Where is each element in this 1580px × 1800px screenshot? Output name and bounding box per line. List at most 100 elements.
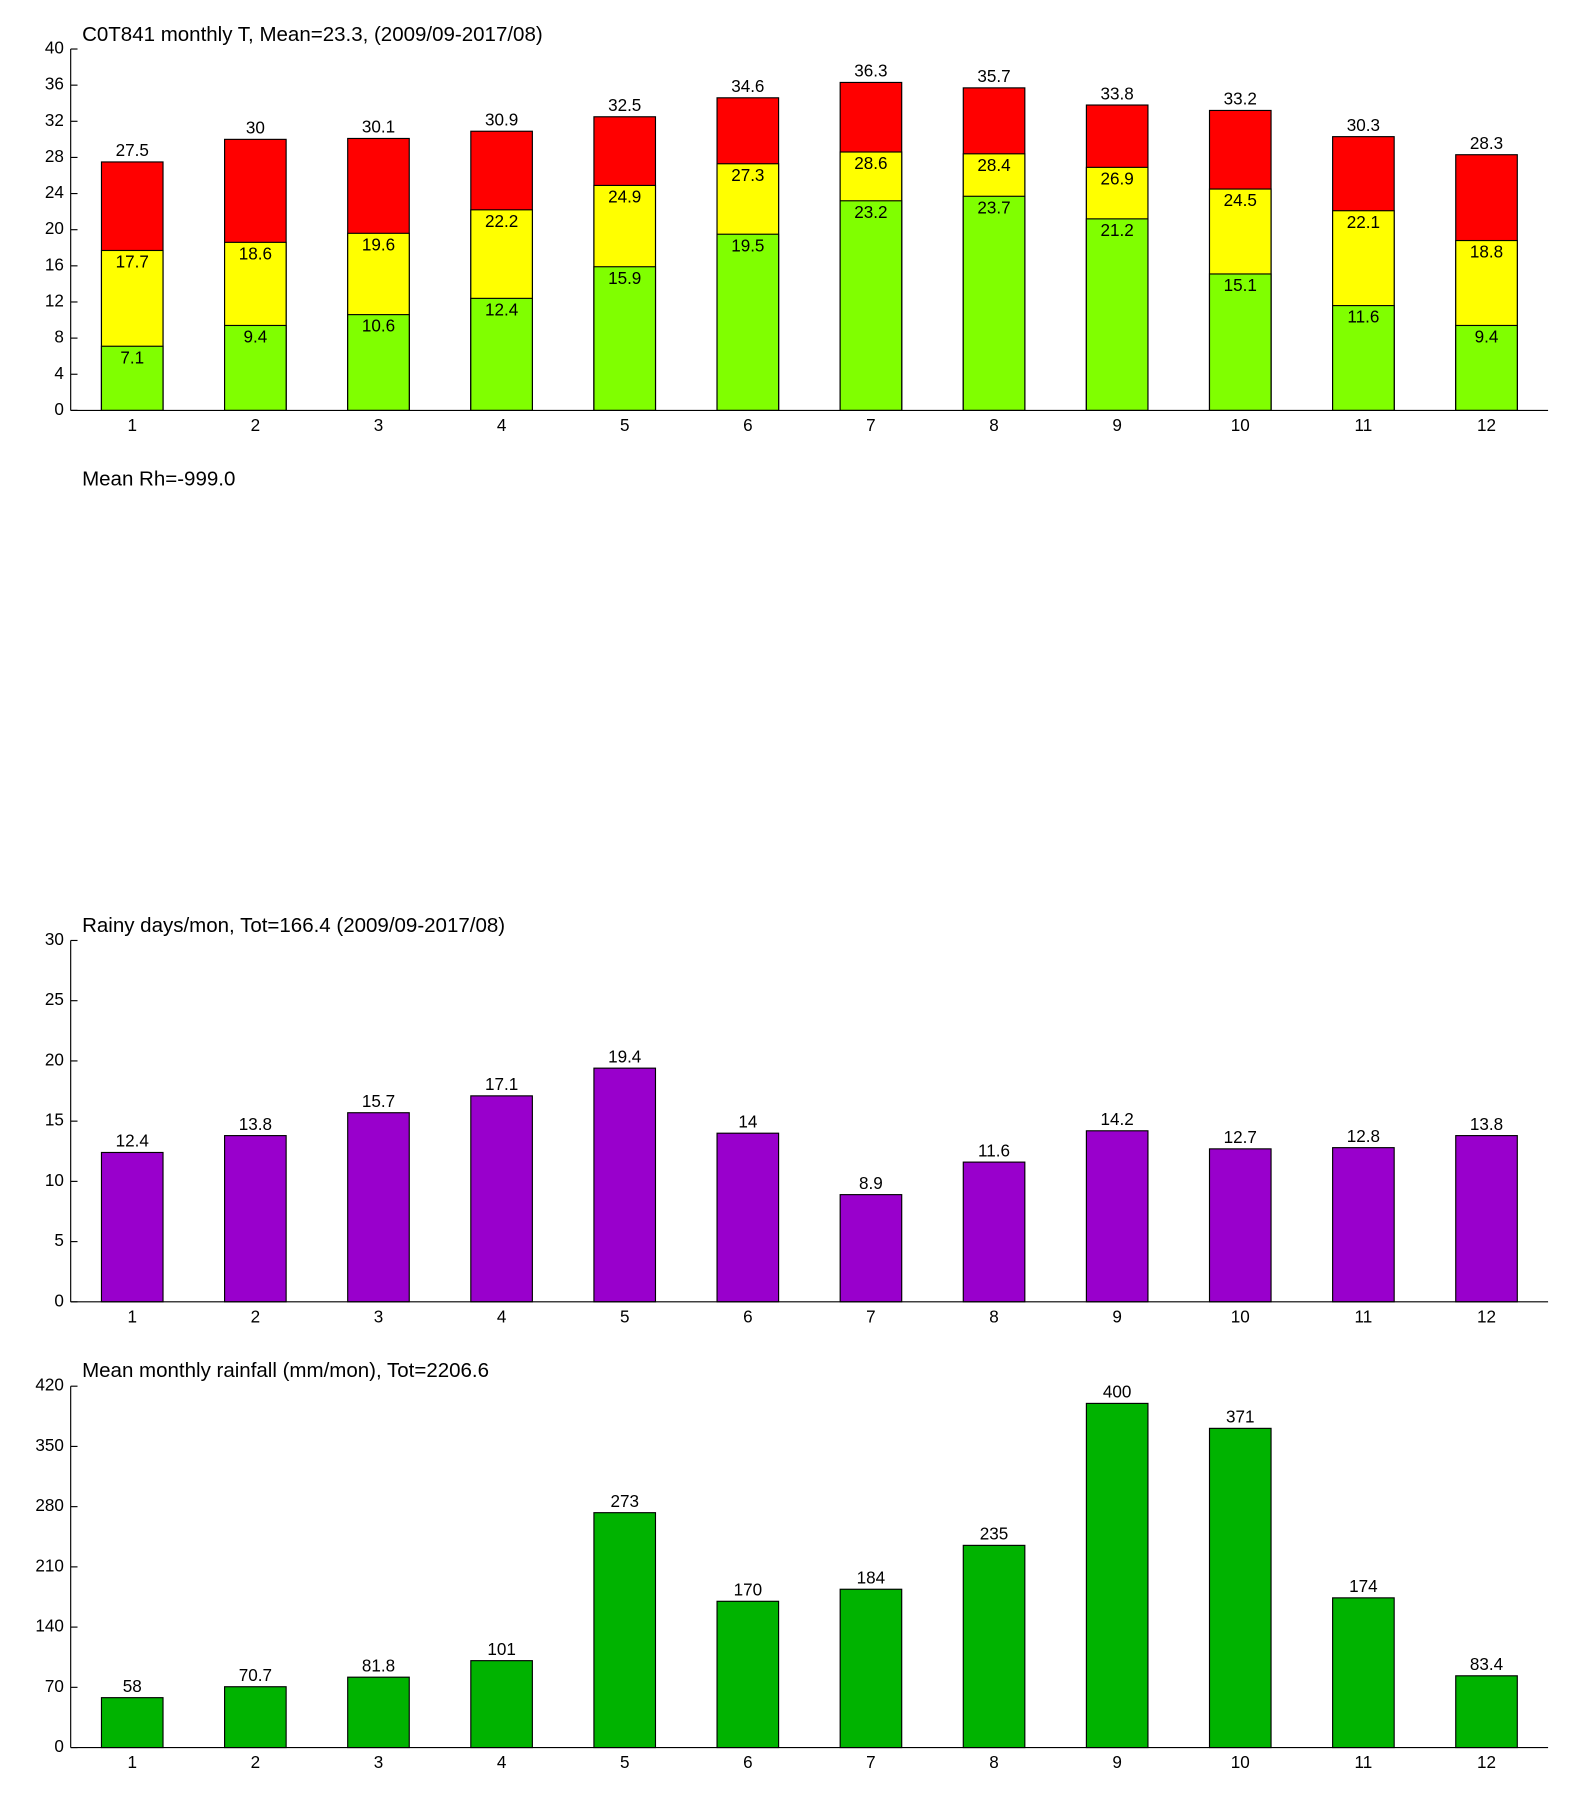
bar <box>1455 1675 1518 1749</box>
x-tick-label: 12 <box>1477 416 1496 435</box>
x-tick-label: 4 <box>497 1307 507 1326</box>
value-label: 23.2 <box>854 203 887 222</box>
x-tick-label: 12 <box>1477 1753 1496 1772</box>
y-tick-label: 20 <box>45 219 64 238</box>
value-label: 11.6 <box>1347 308 1379 327</box>
y-tick-label: 28 <box>45 147 64 166</box>
y-tick-label: 140 <box>35 1617 64 1636</box>
x-tick-label: 11 <box>1355 1753 1373 1772</box>
x-tick-label: 5 <box>620 1753 630 1772</box>
value-label: 13.8 <box>1470 1115 1503 1134</box>
bar <box>224 1686 287 1749</box>
value-label: 15.1 <box>1224 276 1257 295</box>
value-label: 22.1 <box>1347 213 1380 232</box>
bar <box>839 200 903 411</box>
x-tick-label: 11 <box>1355 1307 1373 1326</box>
value-label: 83.4 <box>1470 1655 1503 1674</box>
x-tick-label: 6 <box>743 1753 753 1772</box>
x-tick-label: 5 <box>620 416 630 435</box>
value-label: 27.5 <box>116 141 149 160</box>
value-label: 22.2 <box>485 212 518 231</box>
bar <box>593 266 657 411</box>
x-tick-label: 9 <box>1112 416 1122 435</box>
bar <box>100 1151 164 1303</box>
bar <box>470 1095 533 1303</box>
bar <box>1455 324 1518 411</box>
bar <box>1208 1148 1272 1303</box>
bar <box>1455 1135 1518 1303</box>
value-label: 33.2 <box>1224 90 1257 109</box>
value-label: 30.9 <box>485 110 518 129</box>
value-label: 400 <box>1103 1383 1132 1402</box>
x-tick-label: 8 <box>989 1307 999 1326</box>
value-label: 15.7 <box>362 1092 395 1111</box>
x-tick-label: 3 <box>374 1753 384 1772</box>
x-tick-label: 7 <box>866 416 876 435</box>
value-label: 30.3 <box>1347 116 1380 135</box>
value-label: 35.7 <box>977 67 1010 86</box>
x-tick-label: 10 <box>1231 416 1250 435</box>
value-label: 14 <box>738 1112 757 1131</box>
bar <box>224 324 287 411</box>
bar <box>470 1660 533 1749</box>
value-label: 12.4 <box>116 1132 149 1151</box>
chart-title: Mean Rh=-999.0 <box>82 467 235 490</box>
value-label: 70.7 <box>239 1666 272 1685</box>
value-label: 14.2 <box>1101 1110 1134 1129</box>
bar <box>100 345 164 411</box>
x-tick-label: 3 <box>374 1307 384 1326</box>
bar <box>962 1544 1026 1749</box>
y-tick-label: 25 <box>45 990 64 1009</box>
bar <box>347 1676 410 1749</box>
x-tick-label: 6 <box>743 416 753 435</box>
x-tick-label: 8 <box>989 1753 999 1772</box>
bar <box>1332 1597 1395 1749</box>
value-label: 24.5 <box>1224 191 1257 210</box>
value-label: 30 <box>246 119 265 138</box>
x-tick-label: 8 <box>989 416 999 435</box>
x-tick-label: 11 <box>1355 416 1373 435</box>
bar <box>1085 1130 1149 1303</box>
value-label: 21.2 <box>1101 221 1134 240</box>
value-label: 9.4 <box>1475 328 1499 347</box>
bar <box>347 1112 410 1303</box>
y-tick-label: 0 <box>54 1737 64 1756</box>
value-label: 184 <box>857 1569 886 1588</box>
bar <box>1085 218 1149 411</box>
value-label: 12.8 <box>1347 1127 1380 1146</box>
value-label: 17.7 <box>116 253 149 272</box>
x-tick-label: 5 <box>620 1307 630 1326</box>
x-tick-label: 4 <box>497 416 507 435</box>
x-tick-label: 1 <box>127 1753 137 1772</box>
y-tick-label: 10 <box>45 1171 64 1190</box>
y-tick-label: 20 <box>45 1050 64 1069</box>
value-label: 371 <box>1226 1408 1255 1427</box>
value-label: 28.4 <box>977 156 1010 175</box>
bar <box>839 1588 903 1749</box>
value-label: 10.6 <box>362 317 395 336</box>
x-tick-label: 1 <box>127 416 137 435</box>
value-label: 273 <box>610 1492 639 1511</box>
bar <box>716 1132 780 1303</box>
y-tick-label: 24 <box>45 183 64 202</box>
bar <box>470 297 533 411</box>
y-tick-label: 12 <box>45 291 64 310</box>
x-tick-label: 7 <box>866 1307 876 1326</box>
x-tick-label: 10 <box>1231 1307 1250 1326</box>
y-tick-label: 210 <box>35 1556 64 1575</box>
x-tick-label: 2 <box>251 1753 261 1772</box>
value-label: 33.8 <box>1101 84 1134 103</box>
value-label: 32.5 <box>608 96 641 115</box>
value-label: 26.9 <box>1101 169 1134 188</box>
value-label: 28.6 <box>854 154 887 173</box>
y-tick-label: 350 <box>35 1436 64 1455</box>
value-label: 18.6 <box>239 244 272 263</box>
value-label: 81.8 <box>362 1656 395 1675</box>
x-tick-label: 9 <box>1112 1753 1122 1772</box>
bar <box>347 314 410 411</box>
bar <box>839 1194 903 1303</box>
x-tick-label: 3 <box>374 416 384 435</box>
y-tick-label: 420 <box>35 1376 64 1395</box>
bar <box>1332 305 1395 411</box>
